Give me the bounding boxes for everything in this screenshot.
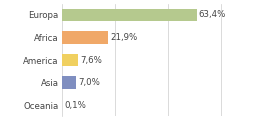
Bar (62, 31, 108, 44)
Text: 7,0%: 7,0% (79, 78, 101, 87)
Text: 7,6%: 7,6% (80, 55, 102, 65)
Text: 0,1%: 0,1% (64, 101, 86, 110)
Bar (62, 9, 197, 21)
Text: 21,9%: 21,9% (110, 33, 137, 42)
Text: 63,4%: 63,4% (199, 10, 226, 19)
Bar (62, 54, 78, 66)
Bar (62, 76, 76, 89)
